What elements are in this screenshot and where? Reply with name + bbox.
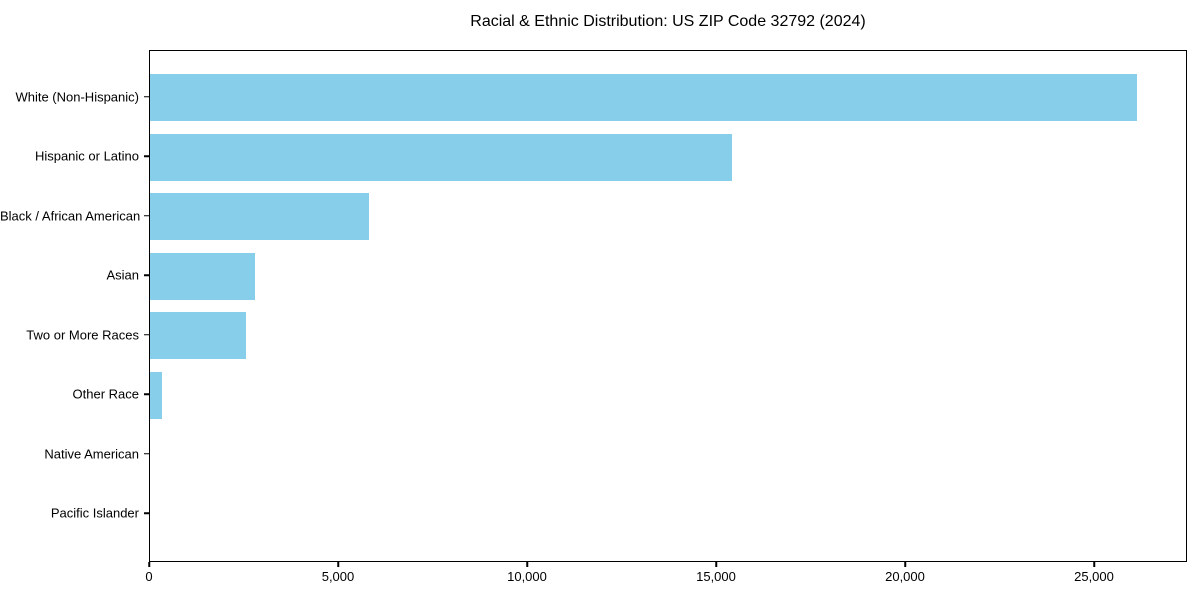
x-tick-label: 25,000 bbox=[1074, 569, 1114, 584]
category-label: Native American bbox=[44, 446, 139, 462]
category-label: Asian bbox=[106, 267, 139, 283]
x-tick-mark bbox=[904, 562, 906, 567]
chart-title: Racial & Ethnic Distribution: US ZIP Cod… bbox=[470, 13, 866, 30]
x-tick-mark bbox=[526, 562, 528, 567]
x-tick-mark bbox=[148, 562, 150, 567]
x-tick-label: 10,000 bbox=[507, 569, 547, 584]
category-label: White (Non-Hispanic) bbox=[15, 89, 139, 105]
y-tick-mark bbox=[144, 512, 149, 515]
bar-asian bbox=[150, 252, 256, 300]
y-tick-mark bbox=[144, 274, 149, 277]
x-tick-label: 20,000 bbox=[885, 569, 925, 584]
category-label: Other Race bbox=[72, 386, 139, 402]
bar-two-or-more-races bbox=[150, 312, 246, 360]
y-tick-mark bbox=[144, 334, 149, 336]
bar-white-non-hispanic bbox=[150, 74, 1137, 122]
y-tick-mark bbox=[144, 155, 149, 158]
x-tick-mark bbox=[715, 562, 717, 567]
category-label: Two or More Races bbox=[26, 327, 139, 343]
x-tick-mark bbox=[1093, 562, 1095, 567]
bar-hispanic-or-latino bbox=[150, 133, 733, 181]
bar-other-race bbox=[150, 371, 163, 419]
y-tick-mark bbox=[144, 393, 149, 396]
plot-area bbox=[149, 50, 1187, 562]
x-tick-label: 0 bbox=[145, 569, 153, 584]
x-tick-label: 15,000 bbox=[696, 569, 736, 584]
category-label: Black / African American bbox=[0, 208, 141, 224]
x-tick-mark bbox=[337, 562, 339, 567]
category-label: Hispanic or Latino bbox=[34, 148, 139, 164]
y-tick-mark bbox=[144, 453, 149, 455]
bar-black-african-american bbox=[150, 193, 370, 241]
y-tick-mark bbox=[144, 215, 149, 217]
category-label: Pacific Islander bbox=[50, 505, 139, 521]
x-tick-label: 5,000 bbox=[321, 569, 355, 584]
y-tick-mark bbox=[144, 96, 149, 98]
